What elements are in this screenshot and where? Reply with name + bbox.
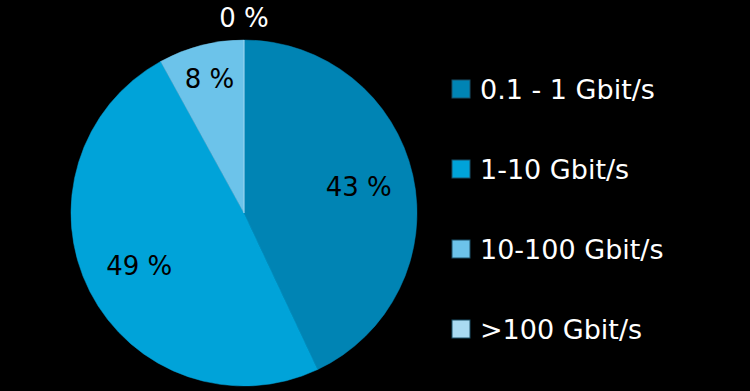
legend-label: >100 Gbit/s [480,314,642,345]
legend-label: 0.1 - 1 Gbit/s [480,74,655,105]
slices [71,40,417,386]
legend-swatch [452,240,470,258]
slice [161,40,244,213]
data-label: 43 % [326,172,392,202]
legend-swatch [452,320,470,338]
data-label: 49 % [106,251,172,281]
legend-swatch [452,160,470,178]
slice [244,40,245,213]
legend: 0.1 - 1 Gbit/s 1-10 Gbit/s 10-100 Gbit/s >1… [452,74,664,345]
chart: 43 % 49 % 8 % 0 % 0.1 - 1 Gbit/s 1-10 Gbit/s 1… [0,0,750,391]
background [0,0,750,391]
legend-label: 10-100 Gbit/s [480,234,664,265]
legend-swatch [452,80,470,98]
legend-label: 1-10 Gbit/s [480,154,629,185]
data-label: 8 % [185,64,235,94]
data-label: 0 % [219,3,269,33]
data-labels: 43 % 49 % 8 % 0 % [106,3,392,281]
